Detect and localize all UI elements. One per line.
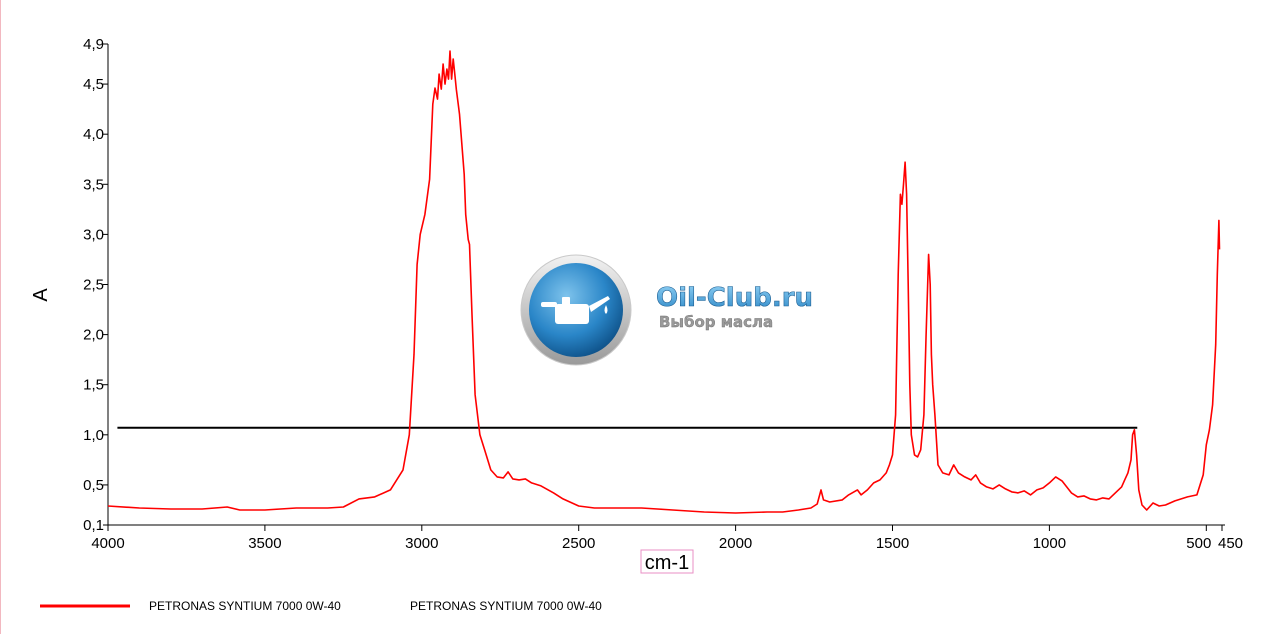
y-tick-label: 3,5 <box>83 176 104 193</box>
x-tick-label: 4000 <box>91 535 124 552</box>
legend-label-2: PETRONAS SYNTIUM 7000 0W-40 <box>410 599 602 613</box>
y-axis-title: A <box>30 288 52 302</box>
y-tick-label: 4,0 <box>83 126 104 143</box>
legend-label: PETRONAS SYNTIUM 7000 0W-40 <box>149 599 341 613</box>
x-tick-label: 3000 <box>405 535 438 552</box>
series-group <box>107 50 1221 514</box>
x-axis-title: cm-1 <box>645 552 689 574</box>
x-tick-label: 3500 <box>248 535 281 552</box>
x-tick-label: 1500 <box>876 535 909 552</box>
x-tick-label: 500 <box>1186 535 1211 552</box>
x-tick-label: 1000 <box>1033 535 1066 552</box>
y-tick-label: 0,1 <box>83 517 104 534</box>
x-axis-title-box <box>640 549 694 574</box>
left-border <box>0 0 1 634</box>
x-tick-label: 450 <box>1218 535 1243 552</box>
watermark-logo <box>520 254 632 366</box>
y-tick-label: 0,5 <box>83 477 104 494</box>
y-tick-label: 3,0 <box>83 226 104 243</box>
y-tick-label: 1,0 <box>83 427 104 444</box>
y-tick-label: 2,0 <box>83 327 104 344</box>
watermark: Oil-Club.ru Выбор масла <box>520 254 813 366</box>
watermark-title: Oil-Club.ru <box>656 283 813 313</box>
oil-can-icon <box>541 296 610 324</box>
series-line <box>107 50 1221 514</box>
y-tick-label: 4,9 <box>83 36 104 53</box>
y-tick-label: 4,5 <box>83 76 104 93</box>
legend: PETRONAS SYNTIUM 7000 0W-40 PETRONAS SYN… <box>40 599 602 613</box>
y-axis-ticks: 0,1 0,5 1,0 1,5 2,0 2,5 3,0 3,5 4,0 4,5 4,9 <box>83 36 108 534</box>
x-tick-label: 2000 <box>719 535 752 552</box>
y-tick-label: 2,5 <box>83 277 104 294</box>
watermark-subtitle: Выбор масла <box>659 313 773 331</box>
x-axis-ticks: 4000 3500 3000 2500 2000 1500 1000 500 450 <box>91 525 1243 552</box>
x-tick-label: 2500 <box>562 535 595 552</box>
y-tick-label: 1,5 <box>83 377 104 394</box>
